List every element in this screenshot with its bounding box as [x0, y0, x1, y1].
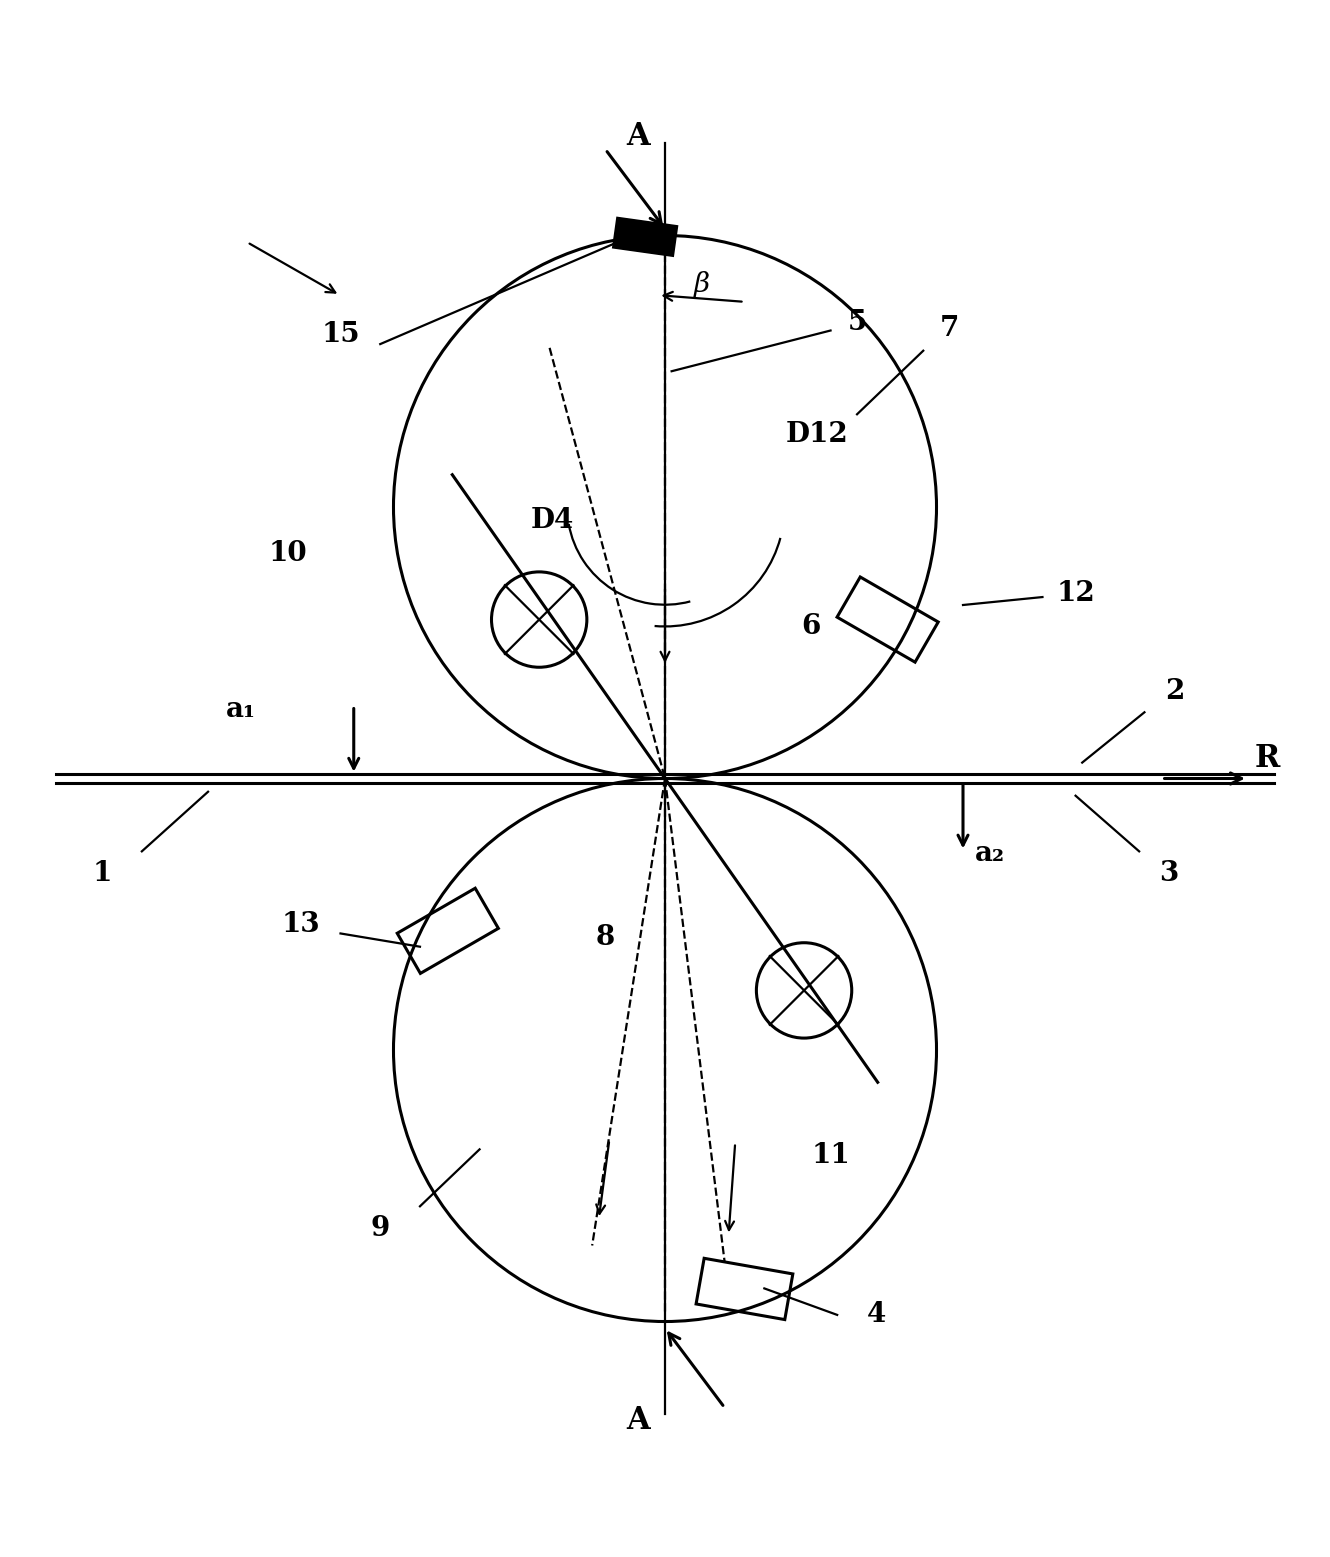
Text: 3: 3	[1158, 861, 1178, 887]
Text: β: β	[694, 271, 710, 297]
Text: 7: 7	[940, 315, 959, 341]
Text: a₂: a₂	[975, 841, 1004, 867]
Text: 9: 9	[371, 1216, 390, 1242]
Text: a₁: a₁	[226, 696, 257, 722]
Text: 5: 5	[847, 308, 867, 336]
Text: 15: 15	[322, 321, 360, 349]
Text: 12: 12	[1056, 579, 1095, 607]
Text: R: R	[1256, 743, 1281, 774]
Text: D4: D4	[531, 506, 575, 534]
Text: 11: 11	[811, 1143, 850, 1169]
Text: A: A	[626, 1406, 650, 1437]
Text: 6: 6	[801, 613, 821, 640]
Text: D12: D12	[786, 420, 849, 448]
Text: 13: 13	[282, 911, 321, 937]
Text: 8: 8	[596, 923, 614, 951]
Polygon shape	[613, 218, 677, 255]
Text: A: A	[626, 120, 650, 151]
Text: 1: 1	[92, 861, 112, 887]
Text: 10: 10	[269, 540, 307, 567]
Text: 2: 2	[1165, 677, 1185, 705]
Text: 4: 4	[867, 1302, 887, 1328]
